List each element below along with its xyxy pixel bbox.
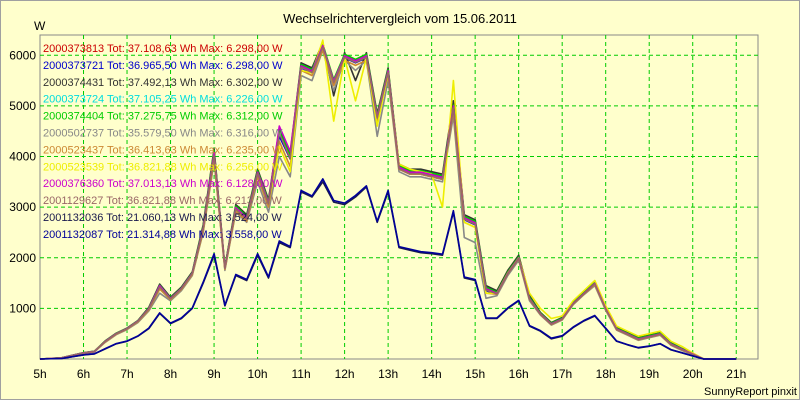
x-tick-label: 17h	[552, 367, 572, 381]
y-axis-unit: W	[34, 19, 46, 33]
x-tick-label: 8h	[164, 367, 177, 381]
y-tick-label: 5000	[9, 99, 36, 113]
x-tick-label: 14h	[422, 367, 442, 381]
legend-entry: 2001132036 Tot: 21.060,13 Wh Max: 3.524,…	[43, 212, 282, 224]
x-tick-label: 5h	[33, 367, 46, 381]
x-tick-label: 13h	[378, 367, 398, 381]
y-tick-label: 1000	[9, 301, 36, 315]
x-tick-label: 20h	[683, 367, 703, 381]
series-line	[39, 178, 737, 360]
x-tick-label: 12h	[335, 367, 355, 381]
chart-title: Wechselrichtervergleich vom 15.06.2011	[283, 11, 517, 26]
y-tick-label: 3000	[9, 200, 36, 214]
series-line	[39, 46, 737, 360]
x-tick-label: 18h	[596, 367, 616, 381]
x-tick-label: 6h	[77, 367, 90, 381]
series-lines	[39, 39, 737, 360]
legend-entry: 2000373813 Tot: 37.108,63 Wh Max: 6.298,…	[43, 43, 283, 55]
legend-entry: 2000523437 Tot: 36.413,63 Wh Max: 6.235,…	[43, 144, 283, 156]
y-tick-label: 6000	[9, 48, 36, 62]
x-tick-label: 11h	[292, 367, 311, 381]
x-tick-label: 21h	[726, 367, 746, 381]
y-tick-label: 2000	[9, 251, 36, 265]
legend-entry: 2000373721 Tot: 36.965,50 Wh Max: 6.298,…	[43, 60, 283, 72]
y-tick-label: 4000	[9, 150, 36, 164]
legend-entry: 2000502737 Tot: 35.579,50 Wh Max: 6.316,…	[43, 128, 283, 140]
legend-entry: 2000376360 Tot: 37.013,13 Wh Max: 6.128,…	[43, 178, 283, 190]
x-tick-label: 16h	[509, 367, 529, 381]
x-tick-label: 9h	[207, 367, 220, 381]
legend-entry: 2001129627 Tot: 36.821,88 Wh Max: 6.213,…	[43, 195, 282, 207]
legend-entry: 2000374431 Tot: 37.492,13 Wh Max: 6.302,…	[43, 77, 283, 89]
legend-entry: 2000523539 Tot: 36.821,88 Wh Max: 6.256,…	[43, 161, 283, 173]
legend-entry: 2000374404 Tot: 37.275,75 Wh Max: 6.312,…	[43, 111, 283, 123]
x-tick-label: 15h	[465, 367, 485, 381]
legend: 2000373813 Tot: 37.108,63 Wh Max: 6.298,…	[43, 43, 283, 241]
legend-entry: 2000373724 Tot: 37.105,25 Wh Max: 6.226,…	[43, 94, 283, 106]
plot-area	[39, 34, 759, 360]
x-tick-label: 7h	[120, 367, 133, 381]
footer-credit: SunnyReport pinxit	[704, 386, 797, 398]
legend-entry: 2001132087 Tot: 21.314,88 Wh Max: 3.558,…	[43, 229, 282, 241]
x-tick-label: 10h	[248, 367, 268, 381]
axis-ticks: 5h 6h 7h 8h 9h 10h 11h 12h 13h 14h 15h 16h 17h 18h 19h…	[9, 48, 746, 381]
x-tick-label: 19h	[639, 367, 659, 381]
